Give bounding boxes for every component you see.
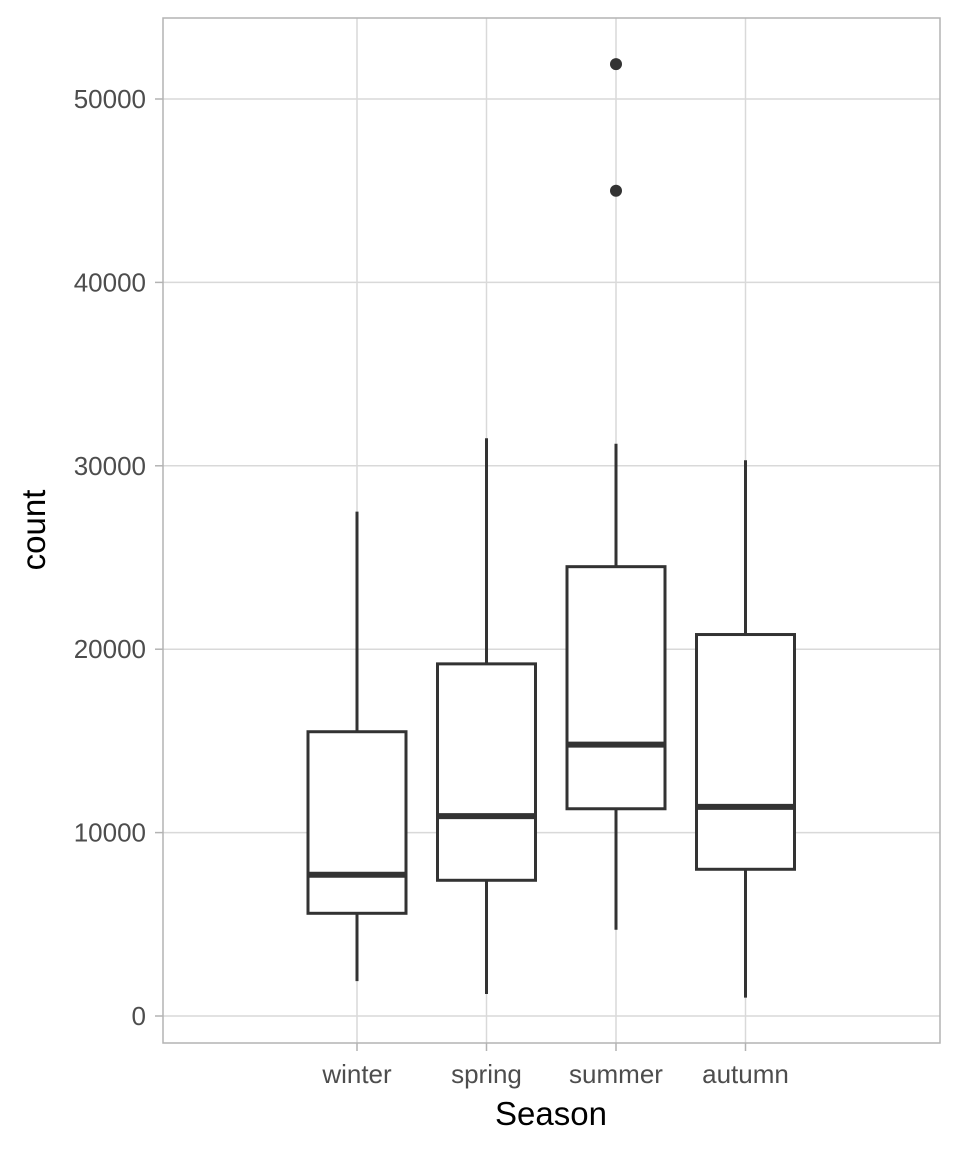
x-tick-label-summer: summer bbox=[569, 1059, 663, 1089]
x-tick-label-winter: winter bbox=[321, 1059, 392, 1089]
outlier-point-summer-0 bbox=[610, 184, 622, 197]
box-layer bbox=[306, 58, 796, 998]
iqr-box-autumn bbox=[695, 633, 796, 871]
y-axis-title: count bbox=[15, 490, 52, 571]
x-tick-label-spring: spring bbox=[451, 1059, 522, 1089]
y-tick-label-2: 20000 bbox=[74, 634, 146, 664]
iqr-box-spring bbox=[436, 662, 537, 882]
box-summer bbox=[565, 58, 667, 930]
box-spring bbox=[436, 438, 537, 994]
x-axis-title: Season bbox=[495, 1095, 607, 1132]
y-tick-label-3: 30000 bbox=[74, 451, 146, 481]
iqr-box-summer bbox=[565, 565, 667, 811]
y-tick-label-0: 0 bbox=[132, 1001, 146, 1031]
y-tick-label-1: 10000 bbox=[74, 818, 146, 848]
box-winter bbox=[306, 511, 408, 982]
x-axis-ticks: winter spring summer autumn bbox=[321, 1043, 789, 1089]
iqr-box-winter bbox=[306, 730, 408, 915]
y-tick-label-5: 50000 bbox=[74, 84, 146, 114]
plot-border bbox=[162, 17, 941, 1044]
outlier-point-summer-1 bbox=[610, 58, 622, 71]
y-axis-ticks: 0 10000 20000 30000 40000 50000 bbox=[74, 84, 163, 1031]
x-tick-label-autumn: autumn bbox=[702, 1059, 789, 1089]
box-autumn bbox=[695, 460, 796, 998]
y-tick-label-4: 40000 bbox=[74, 267, 146, 297]
plot-background bbox=[163, 18, 940, 1043]
